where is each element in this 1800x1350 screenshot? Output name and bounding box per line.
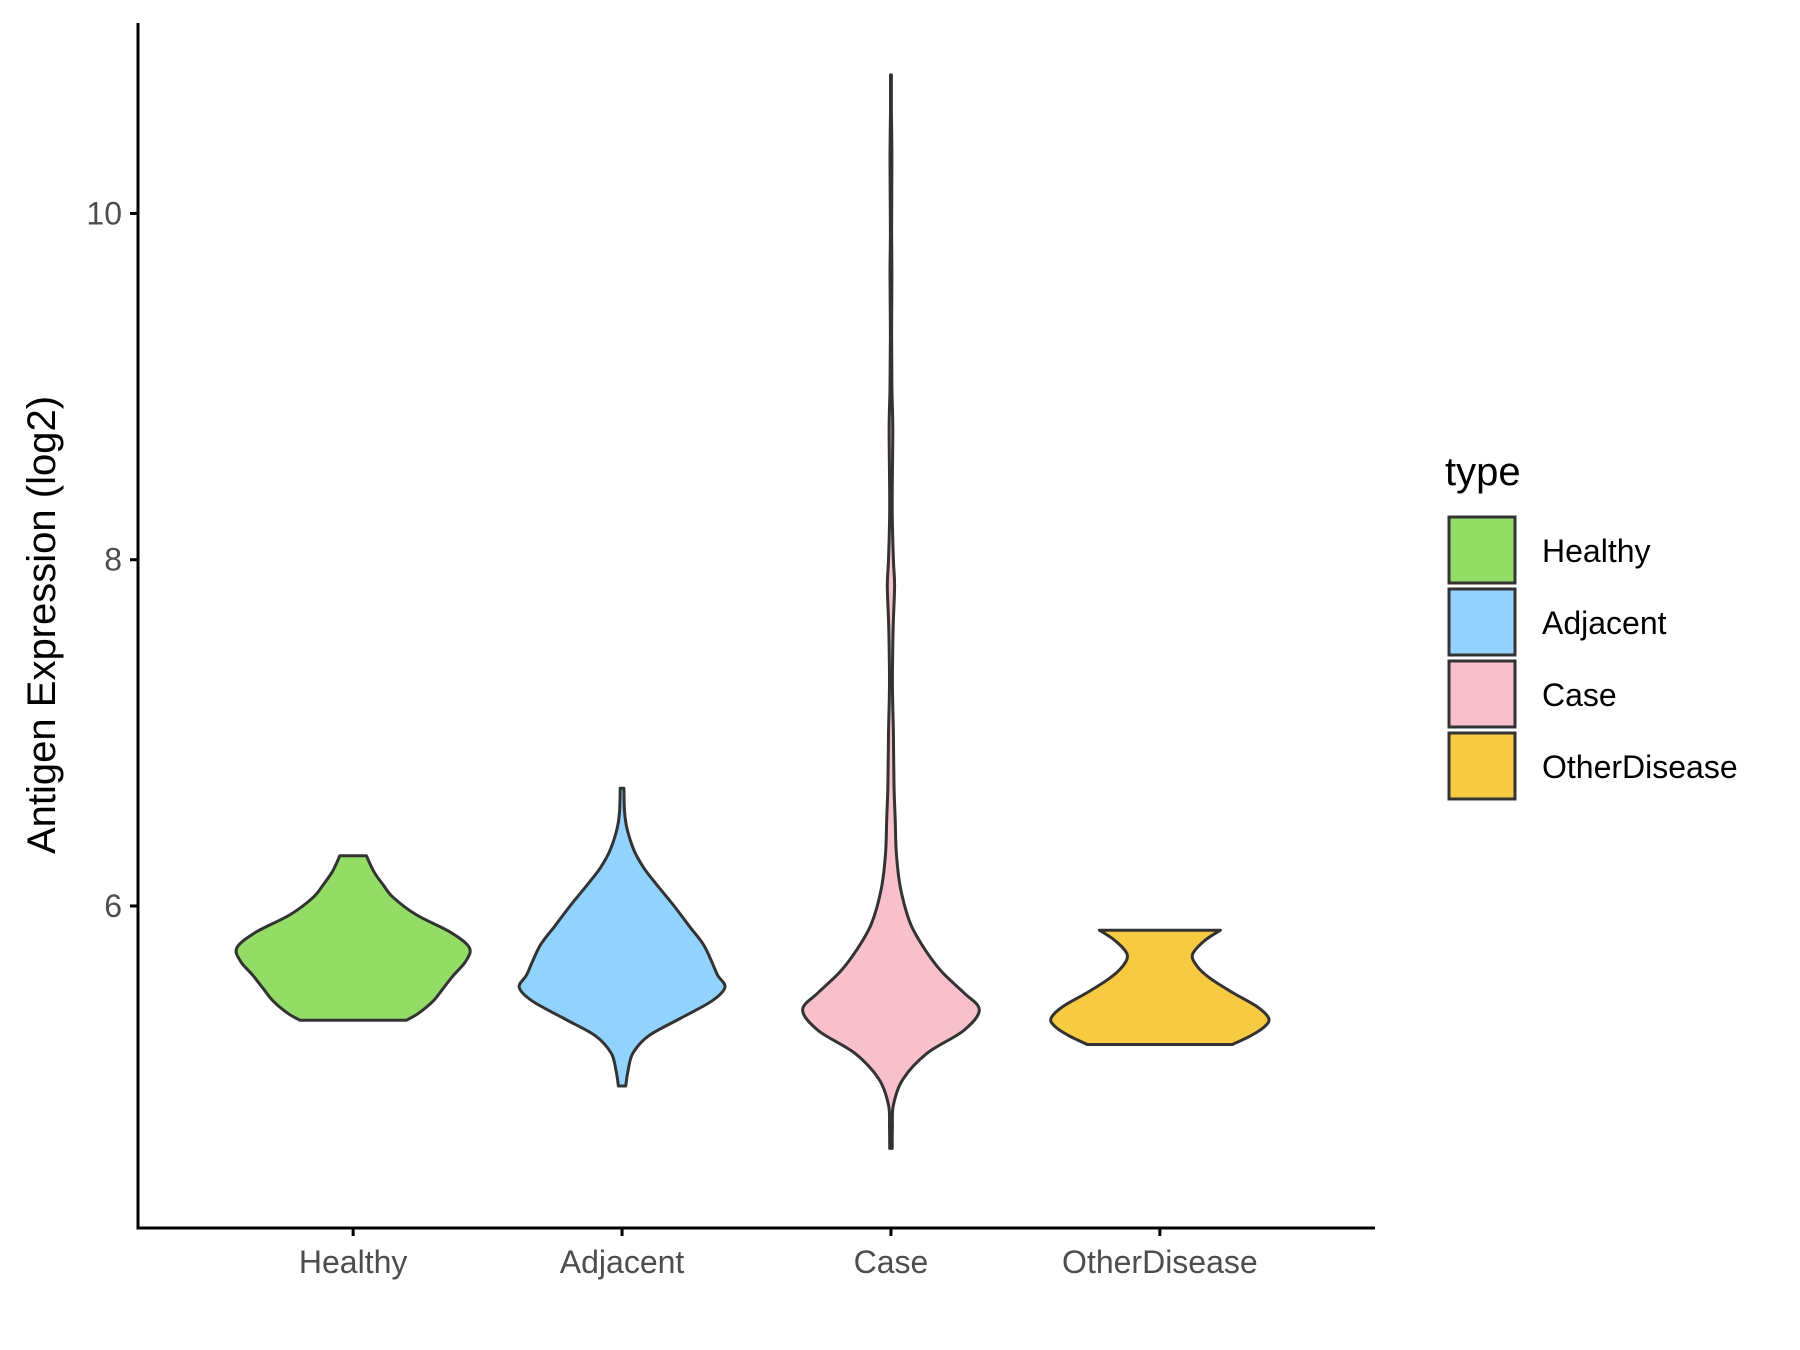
axes bbox=[136, 23, 1375, 1230]
x-tick-label: Adjacent bbox=[560, 1244, 685, 1280]
y-tick-label: 6 bbox=[104, 888, 122, 924]
x-ticks: Healthy Adjacent Case OtherDisease bbox=[299, 1228, 1258, 1280]
violin-case bbox=[801, 73, 981, 1150]
x-tick-label: OtherDisease bbox=[1062, 1244, 1258, 1280]
y-ticks: 6 8 10 bbox=[86, 195, 138, 924]
violin-adjacent bbox=[517, 786, 727, 1088]
legend-title: type bbox=[1445, 450, 1521, 494]
y-tick-label: 8 bbox=[104, 542, 122, 578]
legend: Healthy Adjacent Case OtherDisease bbox=[1447, 515, 1738, 801]
legend-key-case bbox=[1447, 659, 1517, 729]
legend-label-case: Case bbox=[1542, 677, 1617, 713]
y-tick-label: 10 bbox=[86, 195, 122, 231]
legend-key-healthy bbox=[1447, 515, 1517, 585]
x-tick-label: Case bbox=[854, 1244, 929, 1280]
legend-label-adjacent: Adjacent bbox=[1542, 605, 1667, 641]
violin-otherdisease bbox=[1049, 928, 1271, 1046]
violin-healthy bbox=[234, 854, 472, 1022]
violin-group bbox=[234, 73, 1271, 1150]
legend-label-healthy: Healthy bbox=[1542, 533, 1651, 569]
x-tick-label: Healthy bbox=[299, 1244, 408, 1280]
legend-key-otherdisease bbox=[1447, 731, 1517, 801]
legend-key-adjacent bbox=[1447, 587, 1517, 657]
y-axis-title: Antigen Expression (log2) bbox=[20, 396, 64, 854]
legend-label-otherdisease: OtherDisease bbox=[1542, 749, 1738, 785]
